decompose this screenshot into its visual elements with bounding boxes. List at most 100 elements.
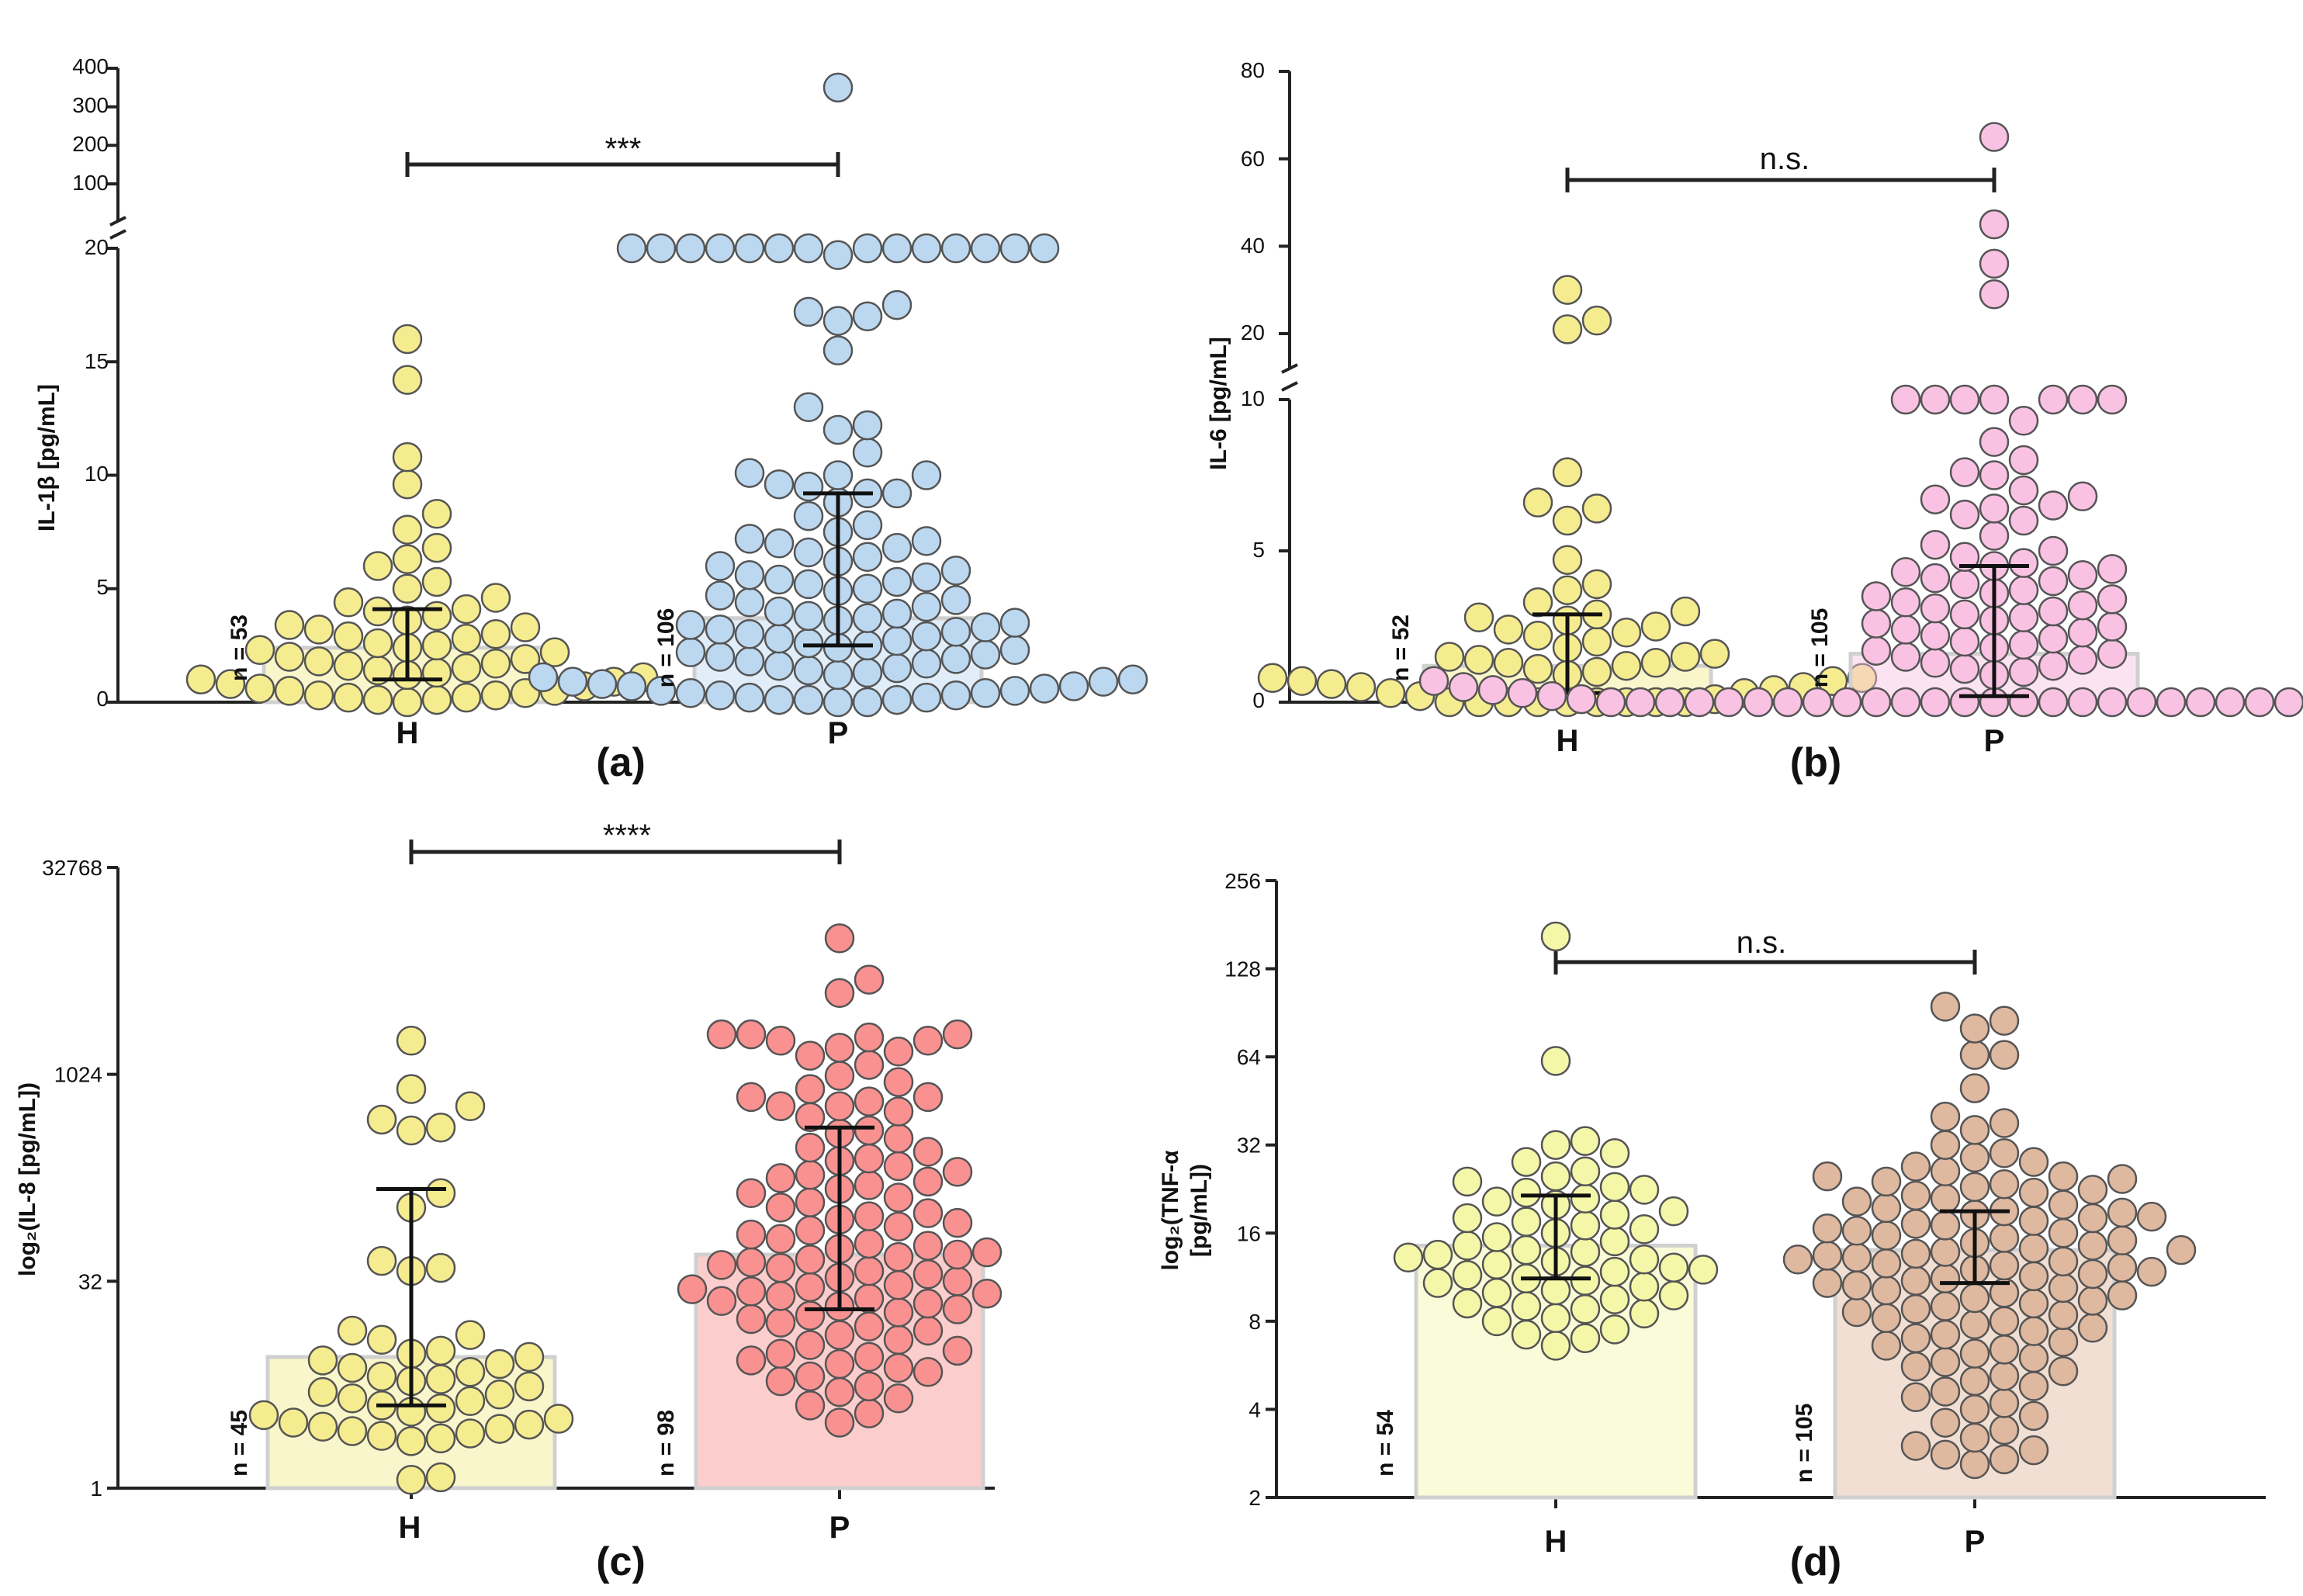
data-point [2067,559,2098,590]
data-point [2008,687,2039,718]
data-point [705,680,736,711]
data-point [1930,1291,1961,1321]
data-point [362,628,393,659]
data-point [425,1178,456,1209]
data-point [1930,1183,1961,1213]
data-point [970,233,1001,264]
data-point [999,676,1030,706]
data-point [1581,493,1612,524]
data-point [793,471,824,502]
data-point [1979,209,2010,240]
data-point [913,1288,944,1319]
data-point [1949,499,1980,530]
axis-break-mark [1281,381,1298,392]
data-point [1599,1314,1630,1345]
data-point [1949,653,1980,684]
data-point [1257,663,1288,694]
data-point [421,566,452,597]
data-point [854,1201,885,1231]
data-point [883,1151,914,1182]
data-point [392,324,423,355]
data-point [854,964,885,995]
ylabel-d-line2: [pg/mL]) [1186,1164,1212,1257]
data-point [1812,1161,1843,1192]
data-point [999,635,1030,665]
data-point [1841,1297,1872,1328]
data-point [2008,575,2039,605]
ytick-a-15: 15 [85,349,109,373]
data-point [1629,1175,1660,1205]
data-point [396,1464,427,1495]
data-point [1629,1298,1660,1329]
data-point [1959,1172,1990,1203]
data-point [734,646,765,677]
data-point [1949,457,1980,487]
data-point [1979,279,2010,310]
data-point [1817,666,1848,696]
data-point [2077,1231,2108,1261]
data-point [1959,1013,1990,1044]
data-point [1629,1245,1660,1275]
data-point [1920,593,1951,624]
data-point [1658,1196,1689,1227]
data-point [1540,1331,1571,1361]
data-point [392,469,423,500]
data-point [392,544,423,574]
data-point [1611,650,1642,681]
ylabel-d-line1: log₂(TNF-α [1158,1150,1183,1271]
data-point [480,680,511,711]
data-point [883,1211,914,1242]
significance-b: n.s. [1760,142,1810,176]
n-label-b-p: n = 105 [1807,608,1833,688]
data-point [793,601,824,632]
data-point [396,1026,427,1056]
data-point [942,1294,973,1324]
data-point [396,1115,427,1146]
data-point [1552,314,1583,344]
data-point [793,233,824,264]
data-point [425,1423,456,1454]
data-point [333,587,364,618]
data-point [1511,1319,1542,1350]
data-point [1522,653,1553,684]
data-point [911,649,942,679]
data-point [587,669,618,699]
data-point [455,1386,486,1417]
data-point [2107,1280,2138,1310]
ytick-a-300: 300 [72,93,109,117]
data-point [1581,305,1612,336]
data-point [1581,626,1612,657]
data-point [1511,1207,1542,1237]
data-point [1345,672,1377,702]
data-point [451,653,482,684]
data-point [1930,1439,1961,1470]
data-point [366,1361,397,1392]
ytick-a-5: 5 [96,575,109,599]
cat-label-c-p: P [829,1511,850,1545]
data-point [1812,1241,1843,1271]
data-point [1570,1237,1601,1267]
data-point [1481,1306,1512,1337]
data-point [1989,1040,2020,1070]
data-point [1599,1256,1630,1287]
data-point [1861,608,1892,639]
data-point [392,514,423,545]
data-point [1552,457,1583,487]
significance-d: n.s. [1737,926,1786,960]
data-point [1989,1388,2020,1418]
data-point [942,1239,973,1270]
data-point [736,1019,767,1050]
data-point [854,1371,885,1402]
data-point [706,1250,737,1280]
data-point [1481,1278,1512,1308]
data-point [1599,1172,1630,1203]
data-point [1930,1130,1961,1160]
data-point [854,1143,885,1174]
data-point [1522,620,1553,651]
data-point [824,1320,855,1350]
data-point [734,458,765,488]
n-label-d-p: n = 105 [1792,1404,1817,1483]
data-point [1422,1239,1453,1270]
data-point [1959,1073,1990,1103]
data-point [795,1300,826,1331]
